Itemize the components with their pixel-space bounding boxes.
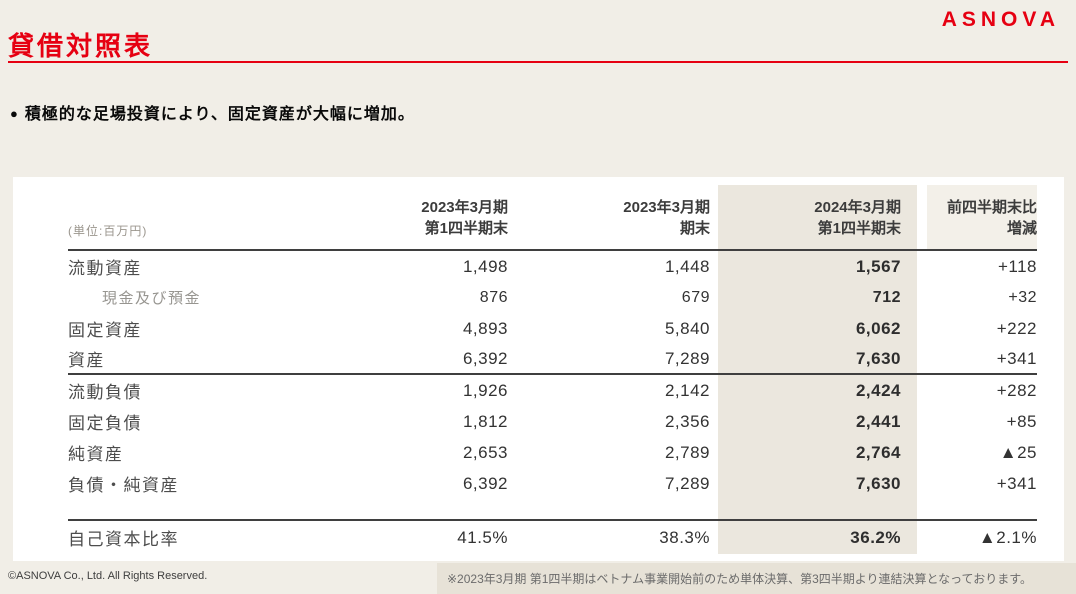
cell-value: 2,653	[462, 442, 508, 462]
cell-value: 876	[479, 288, 508, 306]
table-row: 純資産 2,653 2,789 2,764 ▲25	[68, 437, 1037, 468]
table-row: 負債・純資産 6,392 7,289 7,630 +341	[68, 468, 1037, 499]
column-header-line: 期末	[679, 220, 710, 238]
cell-value: 679	[681, 288, 710, 306]
cell-value-highlighted: 2,424	[710, 375, 917, 406]
cell-value: +341	[917, 344, 1037, 375]
cell-value-highlighted: 7,630	[710, 344, 917, 375]
cell-value-highlighted: 1,567	[710, 251, 917, 282]
cell-value-highlighted: 7,630	[710, 468, 917, 499]
cell-value: 2,142	[664, 380, 710, 400]
table-header-row: (単位:百万円) 2023年3月期 第1四半期末 2023年3月期 期末 202…	[68, 185, 1037, 251]
cell-value-highlighted: 36.2%	[710, 519, 917, 554]
key-message-text: 積極的な足場投資により、固定資産が大幅に増加。	[24, 106, 415, 123]
cell-value: 1,926	[462, 380, 508, 400]
cell-value-highlighted: 712	[710, 282, 917, 313]
row-label: 現金及び預金	[102, 290, 202, 307]
table-row: 固定負債 1,812 2,356 2,441 +85	[68, 406, 1037, 437]
cell-value: 1,448	[664, 256, 710, 276]
table-row: 固定資産 4,893 5,840 6,062 +222	[68, 313, 1037, 344]
balance-sheet-table: (単位:百万円) 2023年3月期 第1四半期末 2023年3月期 期末 202…	[68, 185, 1037, 554]
equity-ratio-row: 自己資本比率 41.5% 38.3% 36.2% ▲2.1%	[68, 519, 1037, 554]
cell-value-highlighted: 2,441	[710, 406, 917, 437]
row-label: 資産	[68, 344, 308, 375]
asnova-logo: ASNOVA	[941, 8, 1060, 31]
column-header-line: 2023年3月期	[623, 198, 710, 216]
row-label: 純資産	[68, 445, 124, 464]
footnote: ※2023年3月期 第1四半期はベトナム事業開始前のため単体決算、第3四半期より…	[437, 563, 1076, 594]
cell-value: 6,392	[462, 473, 508, 493]
cell-value: +32	[1008, 288, 1037, 306]
cell-value: 1,498	[462, 256, 508, 276]
column-header-line: 増減	[1006, 220, 1037, 238]
cell-value: 5,840	[664, 318, 710, 338]
spacer-cell	[508, 499, 710, 519]
column-header-line: 第1四半期末	[817, 220, 901, 238]
column-header-2024q1-highlighted: 2024年3月期 第1四半期末	[710, 185, 917, 251]
table-row: 流動資産 1,498 1,448 1,567 +118	[68, 251, 1037, 282]
column-header-qoq-change: 前四半期末比 増減	[917, 185, 1037, 251]
column-header-line: 第1四半期末	[424, 220, 508, 238]
cell-value: +341	[996, 473, 1037, 493]
cell-value: 1,812	[462, 411, 508, 431]
column-header-2023fy: 2023年3月期 期末	[508, 185, 710, 251]
row-label: 負債・純資産	[68, 476, 179, 495]
cell-value: 4,893	[462, 318, 508, 338]
bullet-icon: ●	[10, 106, 19, 121]
cell-value: +282	[996, 380, 1037, 400]
cell-value: 2,789	[664, 442, 710, 462]
page-title: 貸借対照表	[8, 31, 154, 61]
row-label: 固定資産	[68, 321, 142, 340]
cell-value: 6,392	[308, 344, 508, 375]
cell-value: 7,289	[664, 473, 710, 493]
key-message: ● 積極的な足場投資により、固定資産が大幅に増加。	[10, 100, 415, 124]
table-row: 資産 6,392 7,289 7,630 +341	[68, 344, 1037, 375]
row-label: 自己資本比率	[68, 519, 308, 554]
column-header-line: 前四半期末比	[946, 198, 1037, 216]
cell-value: 38.3%	[508, 519, 710, 554]
unit-label: (単位:百万円)	[68, 185, 308, 251]
balance-sheet-card: (単位:百万円) 2023年3月期 第1四半期末 2023年3月期 期末 202…	[13, 177, 1064, 561]
cell-value: ▲2.1%	[917, 519, 1037, 554]
cell-value: 41.5%	[308, 519, 508, 554]
title-underline	[8, 61, 1068, 63]
row-label: 流動負債	[68, 383, 142, 402]
row-label: 固定負債	[68, 414, 142, 433]
spacer-cell	[308, 499, 508, 519]
column-header-line: 2024年3月期	[814, 198, 901, 216]
copyright-text: ©ASNOVA Co., Ltd. All Rights Reserved.	[8, 570, 208, 582]
table-row: 流動負債 1,926 2,142 2,424 +282	[68, 375, 1037, 406]
cell-value: +118	[997, 256, 1037, 276]
cell-value: 2,356	[664, 411, 710, 431]
cell-value: 7,289	[508, 344, 710, 375]
cell-value: +222	[996, 318, 1037, 338]
cell-value-highlighted: 6,062	[710, 313, 917, 344]
cell-value-highlighted: 2,764	[710, 437, 917, 468]
spacer-cell	[917, 499, 1037, 519]
spacer-cell	[68, 499, 308, 519]
row-label: 流動資産	[68, 259, 142, 278]
cell-value: ▲25	[999, 442, 1037, 462]
spacer-cell	[710, 499, 917, 519]
table-row: 現金及び預金 876 679 712 +32	[68, 282, 1037, 313]
column-header-2023q1: 2023年3月期 第1四半期末	[308, 185, 508, 251]
cell-value: +85	[1006, 411, 1037, 431]
spacer-row	[68, 499, 1037, 519]
column-header-line: 2023年3月期	[421, 198, 508, 216]
